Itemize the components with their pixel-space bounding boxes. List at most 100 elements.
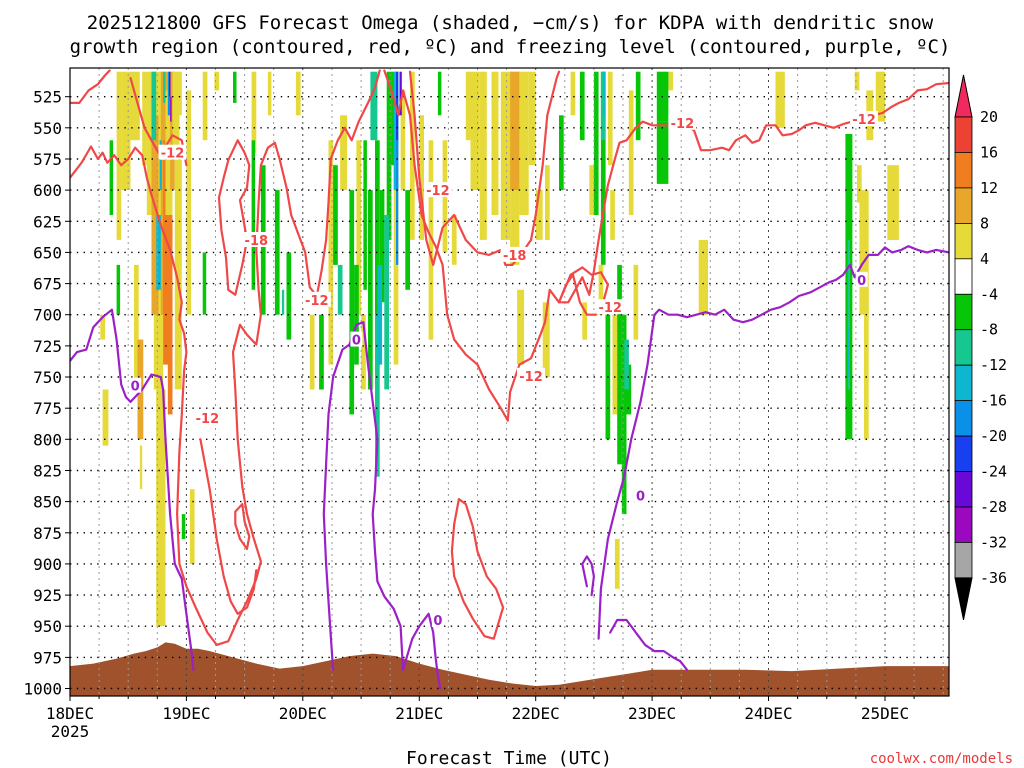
- omega-region-88: [375, 140, 380, 315]
- colorbar-label-3: 8: [980, 214, 989, 232]
- colorbar-swatch-1: [954, 116, 973, 153]
- contour-label-bg-2: [302, 291, 331, 307]
- omega-region-83: [333, 165, 338, 265]
- freezing-contour-3: [581, 555, 596, 597]
- colorbar-label-6: -8: [980, 321, 998, 339]
- contour-label-12: 0: [433, 614, 442, 629]
- omega-region-72: [864, 289, 869, 440]
- colorbar-swatch-7: [954, 329, 973, 366]
- credit-text: coolwx.com/models: [870, 751, 1013, 767]
- omega-region-59: [628, 90, 634, 215]
- colorbar-swatch-13: [954, 542, 973, 579]
- omega-region-108: [281, 289, 285, 315]
- y-tick-label-650: 650: [33, 243, 62, 262]
- colorbar-label-8: -16: [980, 392, 1007, 410]
- omega-region-121: [847, 327, 850, 377]
- omega-region-51: [542, 302, 550, 378]
- contour-label-2: -12: [305, 294, 329, 309]
- contour-label-bg-10: [129, 377, 142, 393]
- omega-region-102: [635, 71, 641, 141]
- y-tick-label-975: 975: [33, 648, 62, 667]
- dgz-contour-8: [450, 498, 505, 640]
- omega-region-64: [698, 240, 708, 315]
- omega-region-27: [295, 71, 301, 116]
- omega-region-44: [500, 71, 511, 240]
- y-tick-label-675: 675: [33, 275, 62, 294]
- colorbar-label-7: -12: [980, 356, 1007, 374]
- omega-region-71: [887, 165, 899, 240]
- contour-label-3: -12: [196, 412, 220, 427]
- colorbar-top-arrow: [954, 74, 973, 118]
- colorbar-swatch-4: [954, 222, 973, 260]
- omega-region-5: [134, 264, 139, 390]
- dgz-contour-0: [70, 69, 111, 105]
- omega-region-46: [510, 71, 520, 191]
- omega-region-96: [593, 71, 599, 215]
- contour-label-0: -12: [161, 147, 185, 162]
- omega-region-36: [419, 115, 424, 240]
- contour-label-14: 0: [857, 274, 866, 289]
- omega-region-69: [857, 165, 862, 203]
- y-tick-label-950: 950: [33, 617, 62, 636]
- y-axis: 525 550 575 600 625 650 675 700 725 750 775 800 825 8…: [23, 88, 70, 699]
- contour-label-7: -12: [598, 301, 622, 316]
- contour-label-bg-11: [350, 331, 363, 347]
- chart-title-line2: growth region (contoured, red, ºC) and f…: [70, 36, 951, 58]
- y-tick-label-800: 800: [33, 430, 62, 449]
- contour-label-bg-1: [242, 232, 271, 247]
- omega-region-24: [214, 71, 220, 91]
- omega-region-99: [617, 264, 622, 465]
- omega-region-4: [130, 71, 140, 141]
- omega-region-94: [559, 115, 564, 191]
- omega-region-114: [624, 339, 629, 390]
- contour-label-bg-14: [855, 271, 868, 287]
- omega-region-12: [156, 389, 166, 627]
- omega-region-122: [167, 71, 171, 116]
- omega-region-1: [102, 389, 109, 446]
- omega-region-115: [847, 240, 850, 390]
- omega-region-89: [379, 190, 385, 303]
- omega-region-93: [437, 71, 442, 116]
- colorbar-swatch-8: [954, 364, 973, 402]
- omega-region-104: [656, 121, 669, 184]
- omega-region-66: [854, 71, 860, 91]
- omega-region-116: [159, 140, 162, 191]
- omega-region-7: [139, 445, 143, 490]
- omega-region-127: [399, 71, 402, 116]
- omega-region-124: [396, 71, 399, 141]
- contour-label-4: -12: [426, 184, 450, 199]
- omega-region-41: [470, 71, 480, 191]
- omega-region-3: [121, 71, 131, 191]
- contour-label-bg-8: [668, 114, 697, 130]
- y-tick-label-700: 700: [33, 306, 62, 325]
- x-axis-label: Forecast Time (UTC): [406, 748, 612, 768]
- contour-label-11: 0: [352, 334, 361, 349]
- omega-region-11: [151, 115, 159, 315]
- y-tick-label-900: 900: [33, 555, 62, 574]
- contour-label-8: -12: [671, 117, 695, 132]
- colorbar-label-1: 16: [980, 143, 998, 161]
- colorbar-bottom-arrow: [954, 577, 973, 620]
- omega-region-97: [600, 71, 606, 265]
- y-tick-label-850: 850: [33, 493, 62, 512]
- x-tick-label-25DEC: 25DEC: [861, 704, 909, 723]
- omega-region-31: [356, 140, 362, 315]
- omega-region-65: [775, 71, 785, 128]
- omega-region-17: [170, 71, 175, 191]
- omega-region-2: [116, 71, 122, 240]
- omega-shading-layer: [100, 71, 899, 627]
- colorbar-label-5: -4: [980, 285, 998, 303]
- colorbar-label-10: -24: [980, 463, 1007, 481]
- omega-region-110: [370, 71, 378, 141]
- contour-label-bg-12: [431, 612, 444, 627]
- x-tick-label-20DEC: 20DEC: [279, 704, 327, 723]
- freezing-contour-0: [70, 308, 195, 671]
- omega-region-63: [668, 71, 674, 91]
- colorbar-label-11: -28: [980, 498, 1007, 516]
- freezing-contour-1: [322, 321, 405, 671]
- y-tick-label-775: 775: [33, 399, 62, 418]
- contour-label-bg-7: [596, 299, 625, 315]
- omega-region-120: [603, 71, 606, 116]
- colorbar-label-4: 4: [980, 250, 989, 268]
